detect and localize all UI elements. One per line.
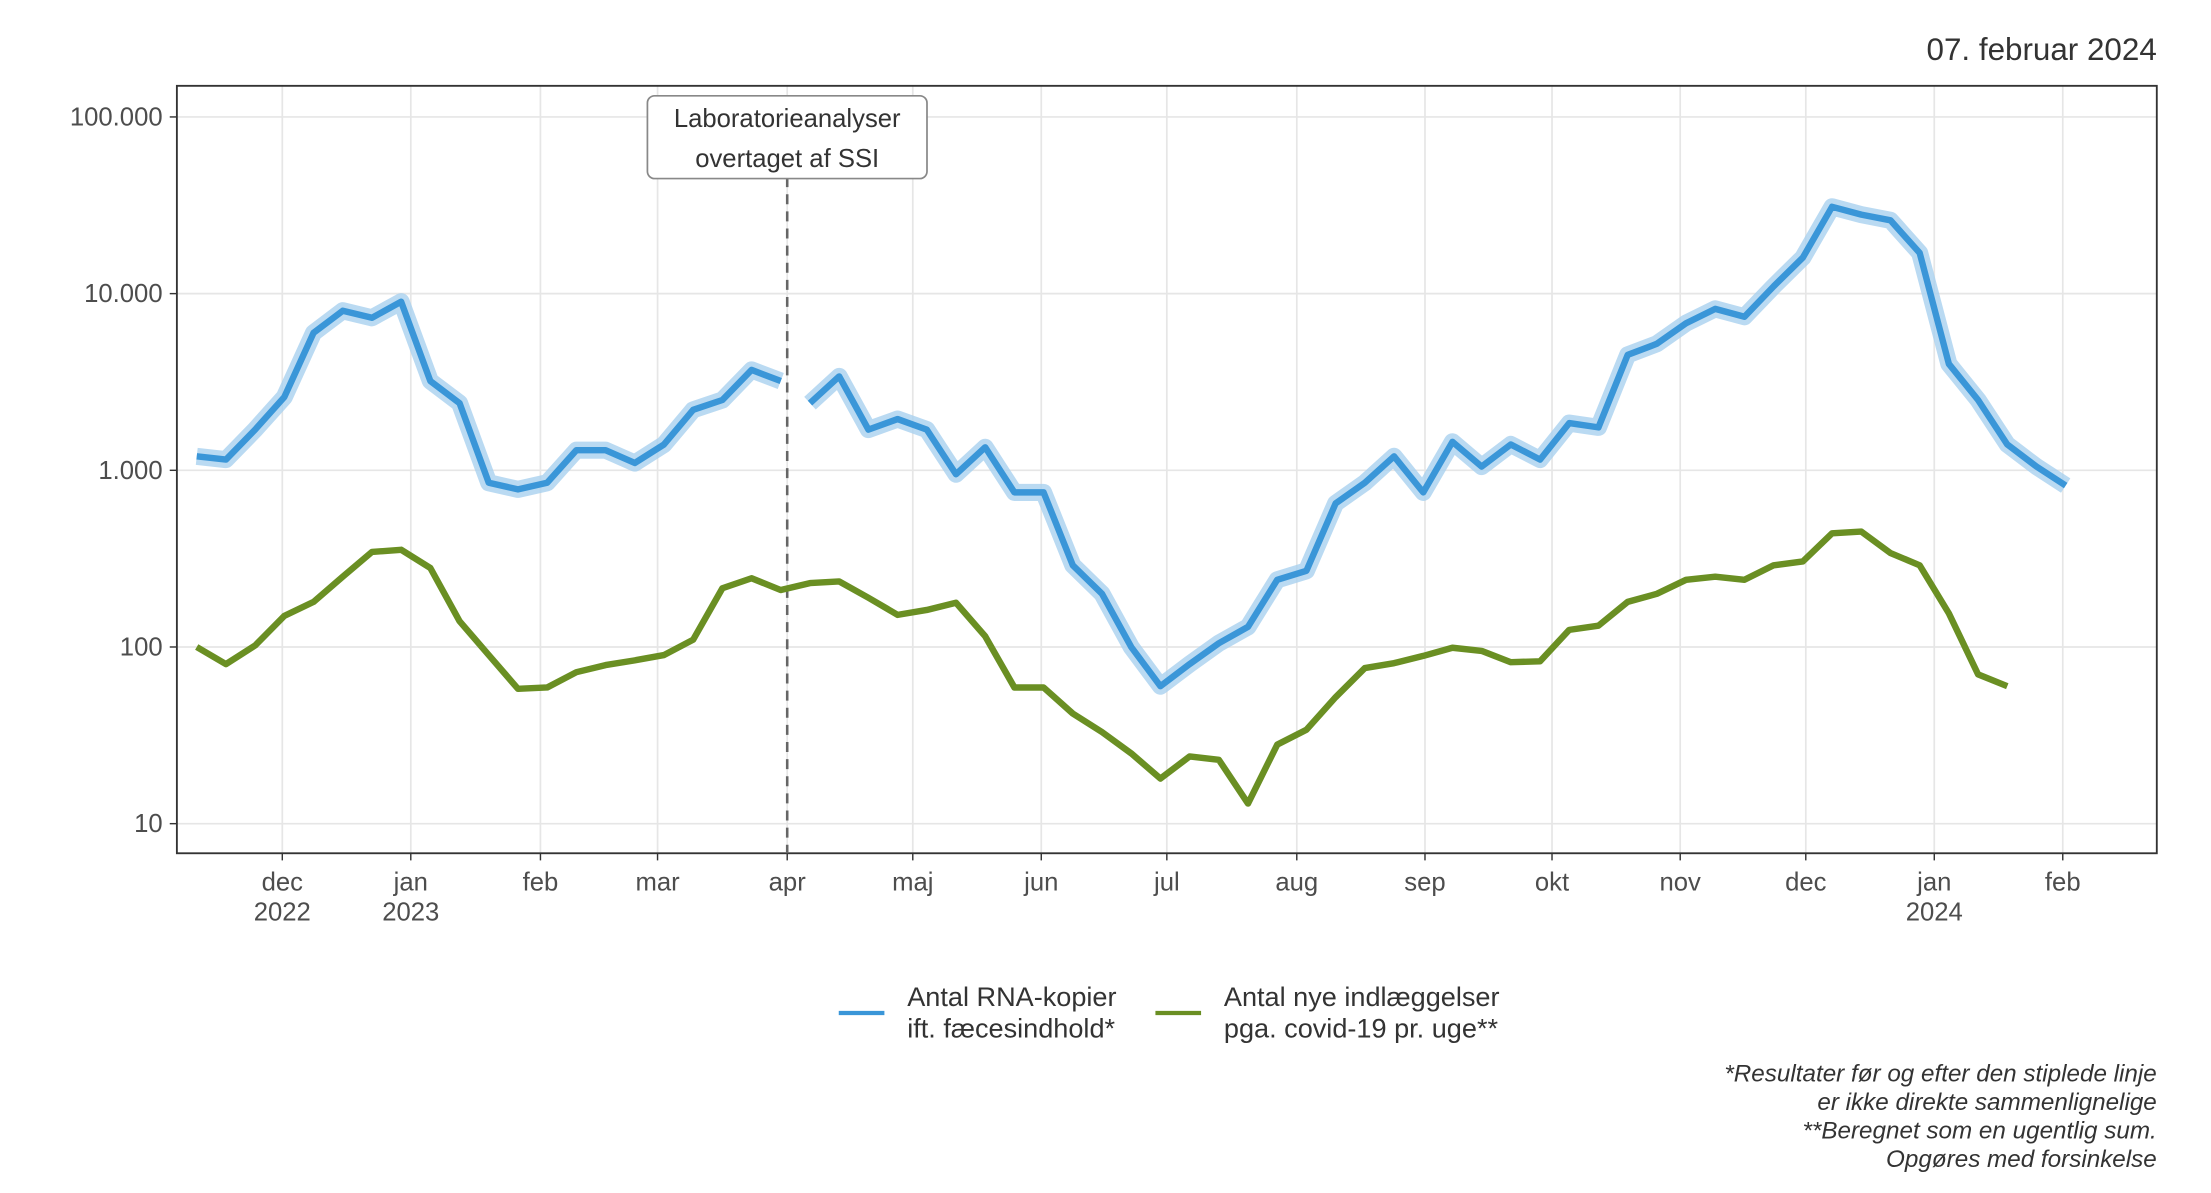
y-tick-label: 10	[134, 810, 163, 838]
x-tick-label: dec	[1785, 868, 1827, 896]
footnote: *Resultater før og efter den stiplede li…	[1724, 1060, 2156, 1087]
x-tick-label: okt	[1535, 868, 1569, 896]
x-tick-label: mar	[635, 868, 680, 896]
x-tick-label: feb	[2045, 868, 2081, 896]
x-tick-label: jan 2023	[382, 868, 439, 926]
x-tick-label: sep	[1404, 868, 1445, 896]
x-tick-label: apr	[769, 868, 807, 896]
series-line	[196, 203, 2068, 690]
footnote: **Beregnet som en ugentlig sum.	[1802, 1118, 2156, 1145]
legend-label: Antal nye indlæggelser pga. covid-19 pr. …	[1224, 981, 1500, 1043]
footnote: er ikke direkte sammenlignelige	[1817, 1089, 2156, 1116]
plot-border	[175, 84, 2158, 855]
annotation-box	[646, 94, 928, 180]
y-tick-label: 100.000	[70, 104, 163, 132]
x-tick-label: jul	[1153, 868, 1180, 896]
y-tick-label: 1.000	[98, 457, 162, 485]
x-tick-label: aug	[1275, 868, 1318, 896]
x-tick-label: nov	[1660, 868, 1702, 896]
x-tick-label: jan 2024	[1906, 868, 1963, 926]
date-label: 07. februar 2024	[1927, 32, 2157, 67]
series-line	[195, 528, 2009, 807]
x-tick-label: feb	[523, 868, 559, 896]
x-tick-label: dec 2022	[254, 868, 311, 926]
y-tick-label: 10.000	[84, 280, 162, 308]
annotation: Laboratorieanalyser overtaget af SSI	[674, 105, 901, 173]
footnote: Opgøres med forsinkelse	[1886, 1146, 2157, 1173]
x-tick-label: maj	[892, 868, 933, 896]
x-tick-label: jun	[1023, 868, 1058, 896]
y-tick-label: 100	[120, 634, 163, 662]
legend-label: Antal RNA-kopier ift. fæcesindhold*	[907, 981, 1116, 1043]
